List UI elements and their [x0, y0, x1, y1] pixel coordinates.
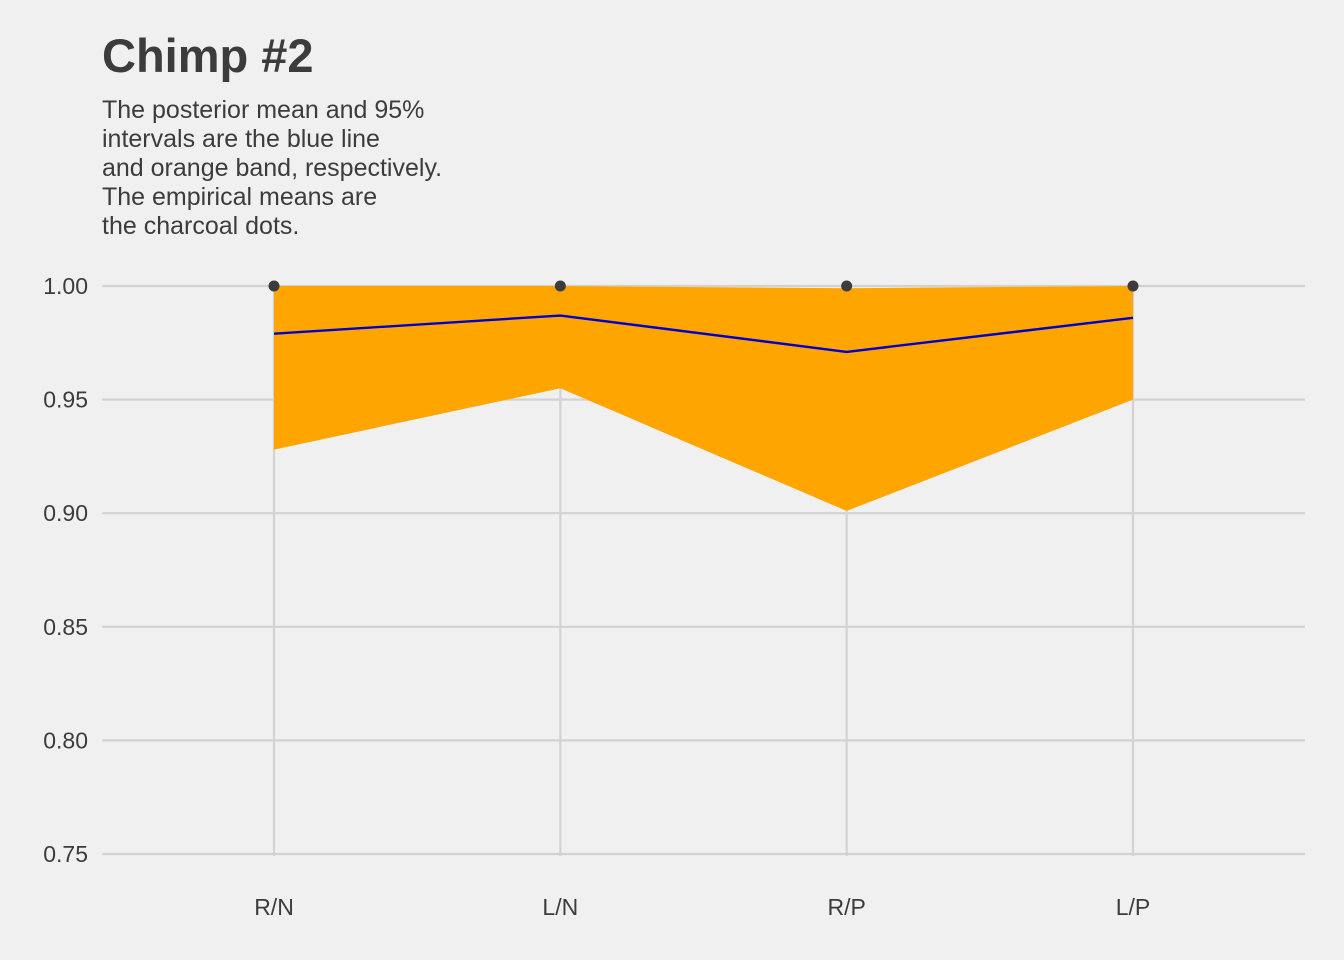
- empirical-mean-point: [554, 280, 566, 292]
- y-tick-label: 0.90: [43, 500, 88, 526]
- x-tick-label: R/N: [254, 894, 294, 920]
- mean-line-layer: [273, 314, 1134, 354]
- axis-labels-layer: 0.75 0.80 0.85 0.90 0.95 1.00 R/N L/N R/P L/P: [43, 273, 1150, 920]
- x-tick-label: L/P: [1116, 894, 1151, 920]
- interval-band-layer: [274, 286, 1133, 511]
- subtitle-line: The posterior mean and 95%: [102, 96, 425, 124]
- interval-band: [274, 286, 1133, 511]
- subtitle-line: the charcoal dots.: [102, 212, 300, 240]
- chart-title: Chimp #2: [102, 29, 314, 82]
- subtitle-line: The empirical means are: [102, 183, 378, 211]
- empirical-mean-point: [1127, 280, 1139, 292]
- y-tick-label: 0.85: [43, 614, 88, 640]
- empirical-mean-point: [268, 280, 280, 292]
- x-tick-label: L/N: [542, 894, 578, 920]
- empirical-mean-point: [841, 280, 853, 292]
- y-tick-label: 0.80: [43, 727, 88, 753]
- y-tick-label: 0.95: [43, 387, 88, 413]
- subtitle-line: intervals are the blue line: [102, 125, 380, 153]
- empirical-points-layer: [268, 280, 1139, 292]
- subtitle-line: and orange band, respectively.: [102, 154, 443, 182]
- x-tick-label: R/P: [827, 894, 865, 920]
- y-tick-label: 0.75: [43, 841, 88, 867]
- y-tick-label: 1.00: [43, 273, 88, 299]
- chart-subtitle: The posterior mean and 95% intervals are…: [102, 96, 442, 241]
- posterior-mean-line: [273, 314, 1134, 354]
